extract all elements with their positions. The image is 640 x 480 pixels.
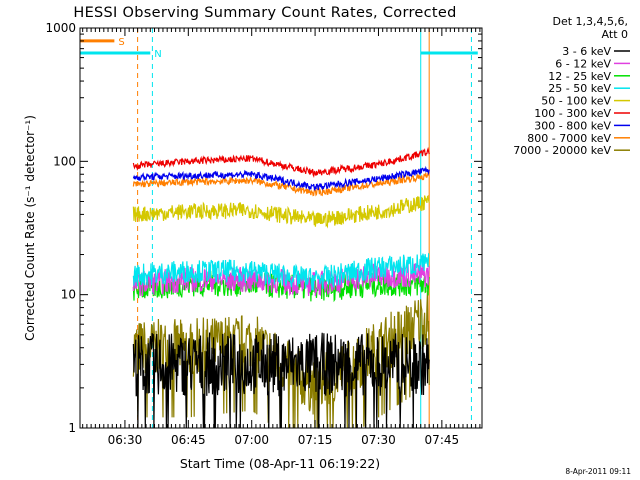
- flag-label: S: [118, 37, 124, 48]
- flag-label: N: [154, 49, 161, 60]
- legend-label: 12 - 25 keV: [548, 70, 611, 83]
- x-tick-label: 07:00: [234, 433, 269, 447]
- x-axis: 06:30 06:45 07:00 07:15 07:30 07:45: [82, 28, 481, 447]
- legend-header-line-2: Att 0: [602, 28, 628, 41]
- y-axis-label: Corrected Count Rate (s⁻¹ detector⁻¹): [23, 115, 37, 341]
- x-tick-label: 06:30: [108, 433, 143, 447]
- y-tick-label: 10: [61, 288, 76, 302]
- legend-label: 100 - 300 keV: [534, 107, 611, 120]
- y-tick-label: 1000: [45, 21, 76, 35]
- series-line: [132, 194, 430, 229]
- x-tick-label: 06:45: [171, 433, 206, 447]
- legend-label: 300 - 800 keV: [534, 119, 611, 132]
- series-line: [132, 146, 430, 179]
- legend-label: 800 - 7000 keV: [527, 132, 611, 145]
- legend-label: 50 - 100 keV: [541, 95, 611, 108]
- x-tick-label: 07:15: [298, 433, 333, 447]
- legend-label: 3 - 6 keV: [562, 45, 611, 58]
- y-tick-label: 1: [68, 421, 76, 435]
- series-line: [132, 170, 430, 197]
- timestamp: 8-Apr-2011 09:11: [565, 467, 631, 476]
- x-axis-label: Start Time (08-Apr-11 06:19:22): [180, 456, 380, 471]
- series-line: [132, 252, 430, 291]
- legend-label: 7000 - 20000 keV: [513, 144, 611, 157]
- series-line: [132, 165, 430, 191]
- plot-area: SN: [79, 28, 478, 429]
- legend-label: 6 - 12 keV: [555, 57, 611, 70]
- legend-header-line-1: Det 1,3,4,5,6,: [552, 15, 628, 28]
- legend-label: 25 - 50 keV: [548, 82, 611, 95]
- y-axis: 1 10 100 1000: [45, 21, 482, 435]
- y-tick-label: 100: [53, 154, 76, 168]
- series-line: [132, 262, 430, 297]
- x-tick-label: 07:30: [361, 433, 396, 447]
- chart-title: HESSI Observing Summary Count Rates, Cor…: [73, 5, 456, 21]
- x-tick-label: 07:45: [425, 433, 460, 447]
